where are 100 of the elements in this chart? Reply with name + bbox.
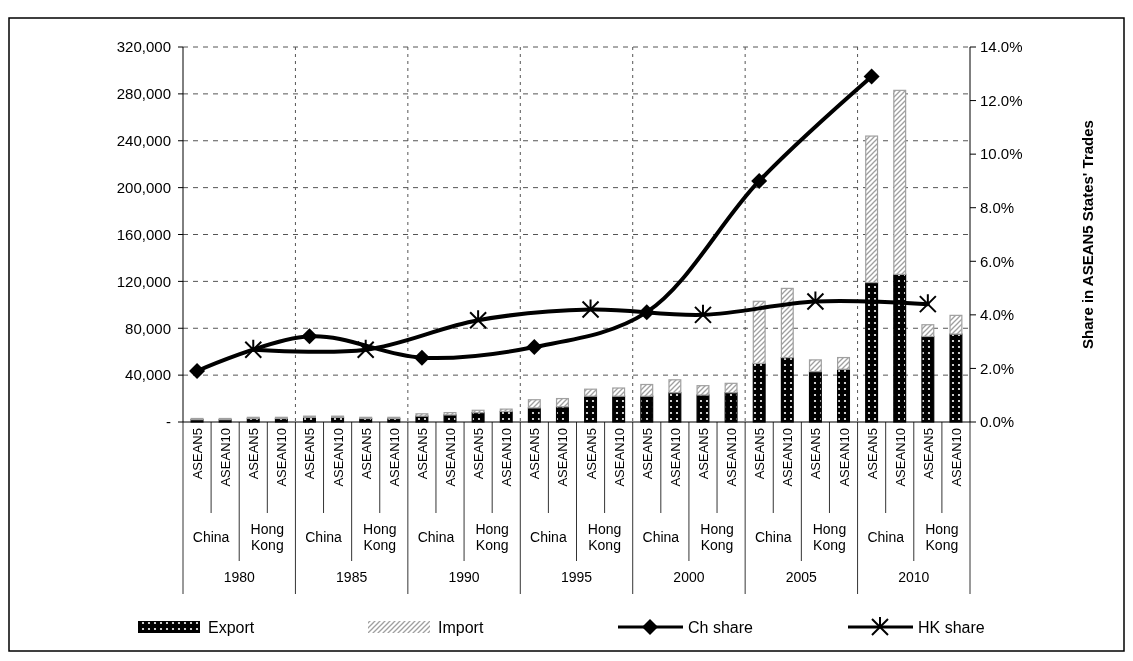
x-tick-label: ASEAN5 — [527, 428, 543, 480]
point — [581, 298, 600, 319]
bar — [696, 385, 710, 396]
y-tick-label: 200,000 — [116, 178, 171, 196]
x-tick-label: ASEAN10 — [218, 428, 234, 487]
text: Hong Kong — [250, 520, 285, 553]
x-tick-label: ASEAN10 — [611, 428, 627, 487]
x-tick-label: ASEAN5 — [414, 428, 430, 480]
x-tick-label: ASEAN10 — [443, 428, 459, 487]
x-tick-label: ASEAN10 — [330, 428, 346, 487]
point — [413, 349, 430, 366]
text: China — [417, 528, 455, 545]
bar — [921, 324, 935, 338]
bar — [668, 379, 682, 394]
y-tick-label: 280,000 — [116, 85, 171, 103]
y2-tick-label: 2.0% — [980, 359, 1015, 377]
point — [526, 339, 543, 355]
text: 1985 — [336, 569, 368, 586]
y-tick-label: - — [166, 413, 171, 431]
bar — [499, 408, 513, 413]
text: Hong Kong — [363, 520, 397, 553]
bar — [584, 388, 598, 397]
y2-tick-label: 12.0% — [980, 91, 1023, 109]
point — [806, 290, 825, 311]
y2-tick-label: 10.0% — [980, 145, 1023, 163]
bar — [780, 287, 794, 359]
point — [918, 293, 937, 314]
text: Hong Kong — [812, 520, 847, 553]
x-tick-label: ASEAN5 — [639, 428, 655, 480]
x-tick-label: ASEAN5 — [190, 428, 206, 480]
legend-label: HK share — [918, 618, 985, 636]
x-tick-label: ASEAN5 — [583, 428, 599, 480]
bar — [837, 356, 851, 370]
x-tick-label: ASEAN10 — [892, 428, 908, 487]
text: Hong Kong — [925, 520, 959, 553]
text: China — [305, 528, 343, 545]
x-tick-label: ASEAN5 — [752, 428, 768, 480]
point — [863, 68, 880, 85]
bar — [893, 89, 907, 275]
x-tick-label: ASEAN5 — [358, 428, 374, 480]
text: Hong Kong — [700, 520, 734, 553]
bar — [808, 359, 822, 373]
y2-tick-label: 0.0% — [980, 413, 1015, 431]
x-tick-label: ASEAN5 — [920, 428, 936, 480]
x-tick-label: ASEAN10 — [724, 428, 740, 487]
y2-tick-label: 6.0% — [980, 252, 1015, 270]
text: Hong Kong — [587, 520, 622, 553]
y-tick-label: 80,000 — [125, 319, 171, 337]
legend-label: Import — [438, 618, 484, 636]
bar — [555, 397, 569, 408]
text: 1990 — [448, 569, 480, 586]
point — [469, 309, 488, 330]
x-tick-label: ASEAN5 — [808, 428, 824, 480]
bar — [612, 387, 626, 397]
x-tick-label: ASEAN10 — [555, 428, 571, 487]
x-tick-label: ASEAN10 — [274, 428, 290, 487]
text: 1995 — [560, 569, 593, 586]
y-tick-label: 160,000 — [116, 225, 171, 243]
x-tick-label: ASEAN10 — [780, 428, 796, 487]
text: China — [192, 528, 230, 545]
text: 2000 — [673, 569, 705, 586]
point — [356, 338, 375, 359]
bar — [527, 399, 541, 409]
y-tick-label: 320,000 — [116, 38, 171, 56]
bar — [724, 382, 738, 394]
point — [751, 172, 768, 189]
text: China — [530, 528, 567, 545]
text: Hong Kong — [475, 520, 509, 553]
y2-axis-title: Share in ASEAN5 States' Trades — [1079, 120, 1096, 349]
x-tick-label: ASEAN5 — [246, 428, 262, 480]
y2-tick-label: 4.0% — [980, 306, 1015, 324]
text: 1980 — [223, 569, 255, 586]
legend-label: Ch share — [688, 618, 754, 636]
point — [244, 338, 263, 359]
x-tick-label: ASEAN5 — [471, 428, 487, 480]
bar — [752, 300, 766, 365]
text: 2010 — [898, 569, 930, 586]
point — [189, 363, 206, 380]
text: 2005 — [785, 569, 818, 586]
y-tick-label: 40,000 — [125, 366, 171, 384]
bar — [949, 314, 963, 335]
y2-tick-label: 8.0% — [980, 198, 1015, 216]
point — [301, 328, 318, 345]
bar — [415, 413, 429, 417]
x-tick-label: ASEAN10 — [948, 428, 964, 487]
x-tick-label: ASEAN10 — [667, 428, 683, 487]
bar — [865, 135, 879, 284]
y-tick-label: 120,000 — [116, 272, 171, 290]
bar — [640, 383, 654, 397]
x-tick-label: ASEAN5 — [695, 428, 711, 480]
text: China — [754, 528, 792, 545]
x-tick-label: ASEAN10 — [386, 428, 402, 487]
text: China — [867, 528, 905, 545]
point — [693, 303, 712, 324]
x-tick-label: ASEAN5 — [302, 428, 318, 480]
text: China — [642, 528, 680, 545]
y2-tick-label: 14.0% — [980, 38, 1023, 56]
bar — [443, 412, 457, 416]
y-tick-label: 240,000 — [116, 132, 171, 149]
x-tick-label: ASEAN10 — [836, 428, 852, 487]
